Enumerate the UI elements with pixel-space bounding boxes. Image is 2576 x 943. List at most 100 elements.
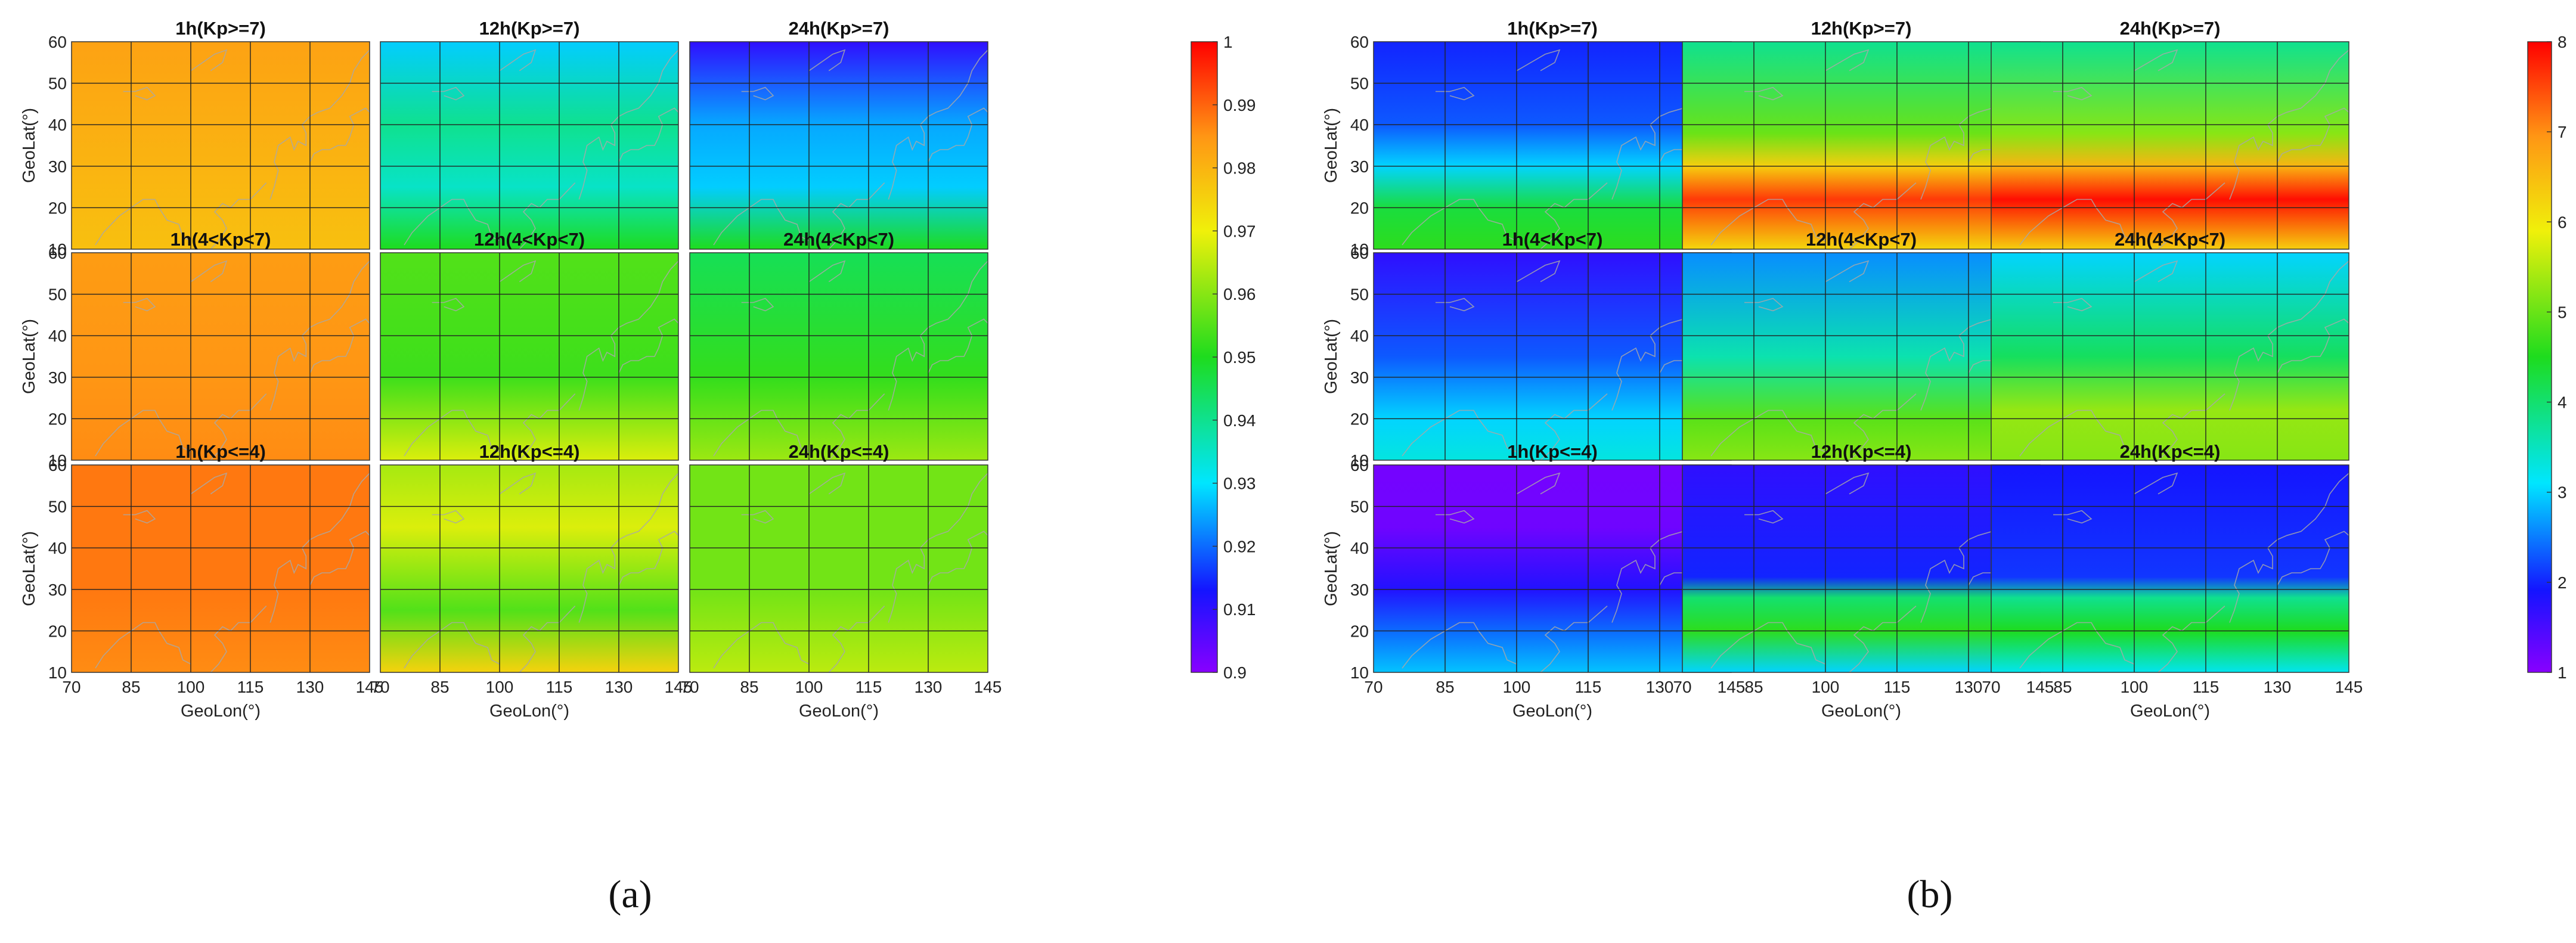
coastline-2 xyxy=(928,107,988,163)
axes-box xyxy=(1991,252,2349,461)
colorbar: 1 2 3 4 5 6 7 8 xyxy=(2527,33,2567,682)
subplot-title: 1h(Kp<=4) xyxy=(1507,441,1598,462)
coastline-6 xyxy=(190,49,228,72)
axes-box xyxy=(1991,464,2349,673)
y-tick-label: 60 xyxy=(48,244,67,262)
coastline-4 xyxy=(1402,410,1517,457)
subplot-b-8: 12h(Kp<=4) 70 85 100 115 130 145 GeoLon(°) xyxy=(1673,441,2054,721)
y-tick-label: 50 xyxy=(48,286,67,304)
y-tick-label: 30 xyxy=(48,581,67,599)
axes-box xyxy=(380,252,679,461)
coastline-5 xyxy=(741,86,774,101)
coastline-6 xyxy=(499,472,537,495)
coastline-6 xyxy=(2134,260,2178,283)
coastline-4 xyxy=(1710,198,1826,246)
subplot-a-8: 12h(Kp<=4) 70 85 100 115 130 145 GeoLon(°) xyxy=(371,441,692,721)
x-tick-label: 130 xyxy=(296,678,324,696)
y-tick-label: 50 xyxy=(48,75,67,93)
subplot-b-5: 12h(4<Kp<7) xyxy=(1682,229,2041,461)
coastline-2 xyxy=(618,107,679,163)
subplot-title: 12h(4<Kp<7) xyxy=(474,229,585,250)
y-tick-label: 60 xyxy=(48,33,67,51)
y-tick-label: 50 xyxy=(1350,75,1369,93)
colorbar-bar xyxy=(2527,41,2552,673)
coastline-5 xyxy=(123,510,156,524)
coastline-6 xyxy=(1825,49,1870,72)
coastline-2 xyxy=(618,318,679,374)
y-tick-label: 50 xyxy=(1350,286,1369,304)
subplot-a-4: 1h(4<Kp<7) 10 20 30 40 50 60 GeoLat(°) xyxy=(20,229,370,470)
coastline-3 xyxy=(519,393,576,461)
y-tick-label: 20 xyxy=(1350,622,1369,640)
axes-box xyxy=(689,252,988,461)
coastline-5 xyxy=(2053,510,2093,524)
subplot-title: 24h(Kp>=7) xyxy=(789,18,889,39)
y-tick-label: 20 xyxy=(48,410,67,428)
subplot-b-4: 1h(4<Kp<7) 10 20 30 40 50 60 GeoLat(°) xyxy=(1322,229,1732,470)
colorbar-tick-label: 0.98 xyxy=(1223,159,1256,178)
y-axis-label: GeoLat(°) xyxy=(1322,531,1341,606)
coastline-5 xyxy=(741,510,774,524)
coastline-2 xyxy=(309,318,370,374)
x-tick-label: 100 xyxy=(486,678,514,696)
subplot-a-5: 12h(4<Kp<7) xyxy=(380,229,679,461)
coastline-2 xyxy=(618,531,679,586)
subplot-b-6: 24h(4<Kp<7) xyxy=(1991,229,2349,461)
coastline-3 xyxy=(828,606,885,673)
axes-box xyxy=(689,41,988,250)
coastline-2 xyxy=(928,318,988,374)
y-tick-label: 30 xyxy=(1350,368,1369,387)
axes-box xyxy=(71,464,370,673)
x-tick-label: 85 xyxy=(1744,678,1763,696)
x-tick-label: 70 xyxy=(1364,678,1382,696)
coastline-3 xyxy=(1540,393,1608,461)
x-tick-label: 145 xyxy=(2335,678,2363,696)
coastline-3 xyxy=(1849,182,1917,250)
y-tick-label: 10 xyxy=(48,451,67,470)
coastline-4 xyxy=(404,198,500,246)
y-tick-label: 60 xyxy=(1350,456,1369,474)
y-axis-label: GeoLat(°) xyxy=(1322,108,1341,183)
subplot-title: 1h(Kp>=7) xyxy=(175,18,266,39)
subplot-title: 12h(Kp>=7) xyxy=(1811,18,1912,39)
colorbar-tick-label: 0.93 xyxy=(1223,474,1256,493)
coastline-6 xyxy=(808,472,846,495)
subplot-b-7: 1h(Kp<=4) 10 20 30 40 50 60 GeoLat(°) 70 85 100 115… xyxy=(1322,441,1745,721)
coastline-6 xyxy=(808,260,846,283)
x-tick-label: 70 xyxy=(680,678,699,696)
subplot-title: 12h(Kp<=4) xyxy=(479,441,580,462)
colorbar-tick-label: 0.91 xyxy=(1223,600,1256,619)
subplot-a-7: 1h(Kp<=4) 10 20 30 40 50 60 GeoLat(°) 70 85 100 115… xyxy=(20,441,383,721)
colorbar-tick-label: 0.92 xyxy=(1223,537,1256,556)
coastline-5 xyxy=(123,297,156,312)
coastline-6 xyxy=(499,260,537,283)
coastline-6 xyxy=(1516,472,1561,495)
y-tick-label: 40 xyxy=(1350,539,1369,557)
subplot-title: 12h(4<Kp<7) xyxy=(1806,229,1917,250)
x-tick-label: 130 xyxy=(2264,678,2292,696)
colorbar-tick-label: 5 xyxy=(2558,303,2567,321)
coastline-3 xyxy=(210,606,267,673)
y-axis-label: GeoLat(°) xyxy=(20,108,39,183)
coastline-6 xyxy=(190,472,228,495)
coastline-3 xyxy=(1849,605,1917,673)
y-tick-label: 10 xyxy=(48,240,67,259)
subplot-b-3: 24h(Kp>=7) xyxy=(1991,18,2349,250)
x-tick-label: 145 xyxy=(665,678,693,696)
coastline-4 xyxy=(2019,410,2135,457)
coastline-4 xyxy=(1402,198,1517,246)
coastline-6 xyxy=(190,260,228,283)
x-tick-label: 85 xyxy=(430,678,449,696)
coastline-5 xyxy=(1744,510,1784,524)
subplot-title: 1h(Kp>=7) xyxy=(1507,18,1598,39)
coastline-5 xyxy=(1744,297,1784,312)
y-tick-label: 20 xyxy=(1350,410,1369,428)
x-tick-label: 115 xyxy=(855,678,882,696)
subplot-title: 1h(Kp<=4) xyxy=(175,441,266,462)
coastline-3 xyxy=(519,182,576,250)
y-tick-label: 20 xyxy=(1350,198,1369,217)
y-tick-label: 10 xyxy=(1350,451,1369,470)
colorbar-tick-label: 2 xyxy=(2558,573,2567,592)
coastline-3 xyxy=(2157,182,2225,250)
